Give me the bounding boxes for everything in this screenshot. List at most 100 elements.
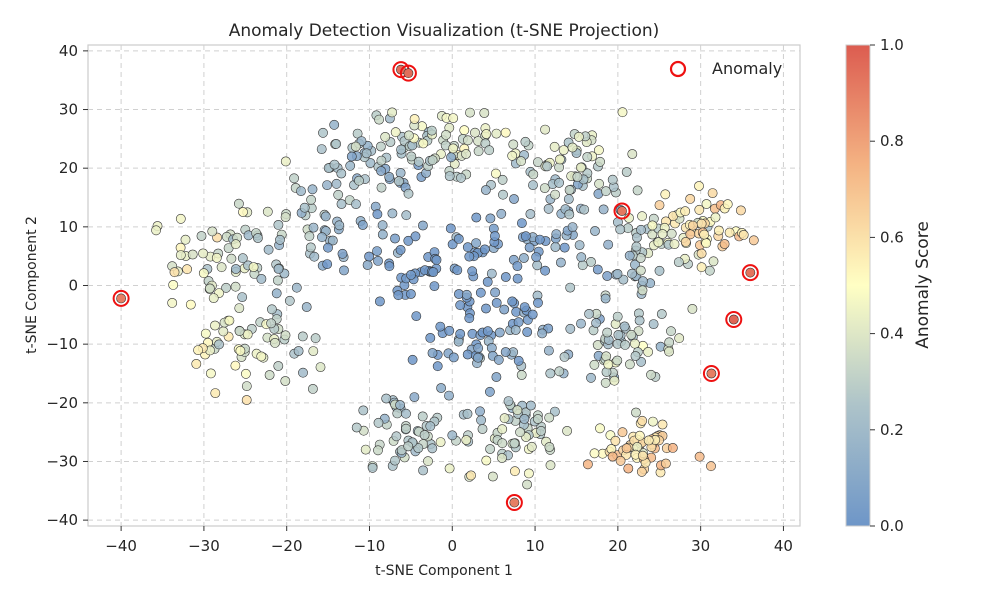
data-point — [696, 218, 707, 229]
data-point — [175, 250, 186, 260]
x-tick-label: −20 — [271, 537, 303, 555]
data-point — [654, 200, 665, 210]
data-point — [512, 405, 523, 416]
data-point — [237, 253, 248, 264]
data-point — [503, 396, 514, 406]
data-point — [687, 303, 698, 314]
data-point — [168, 279, 179, 290]
data-point — [444, 171, 455, 181]
data-point — [376, 166, 386, 176]
data-point — [151, 225, 161, 236]
data-point — [393, 176, 404, 187]
data-point — [637, 211, 647, 222]
data-point — [196, 231, 207, 241]
data-point — [572, 171, 583, 182]
anomaly-point — [745, 267, 756, 278]
anomaly-marker — [613, 202, 631, 220]
data-point — [372, 209, 383, 220]
x-tick-label: −10 — [354, 537, 386, 555]
data-point — [350, 141, 361, 152]
data-point — [461, 149, 471, 159]
data-point — [487, 471, 498, 482]
data-point — [631, 241, 642, 252]
data-point — [461, 289, 472, 300]
data-point — [374, 114, 384, 125]
data-point — [600, 293, 611, 304]
y-tick-label: −10 — [46, 335, 78, 353]
data-point — [459, 125, 470, 136]
data-point — [322, 180, 332, 190]
x-tick-label: 40 — [774, 537, 793, 555]
y-tick-label: 30 — [59, 101, 78, 119]
y-tick-label: −20 — [46, 394, 78, 412]
data-point — [248, 262, 259, 272]
data-point — [462, 242, 473, 253]
data-point — [699, 229, 710, 240]
legend: Anomaly — [669, 59, 782, 78]
data-point — [418, 138, 429, 149]
data-point — [477, 424, 488, 434]
x-tick-label: −40 — [105, 537, 137, 555]
data-point — [471, 238, 481, 248]
data-point — [317, 232, 327, 243]
data-point — [407, 354, 418, 365]
data-point — [393, 290, 404, 301]
data-point — [447, 430, 458, 441]
data-point — [595, 423, 605, 434]
data-point — [375, 141, 386, 152]
x-tick-label: 20 — [608, 537, 627, 555]
data-point — [401, 210, 412, 221]
data-point — [479, 108, 490, 118]
legend-anomaly-marker — [669, 60, 687, 78]
data-point — [301, 302, 312, 312]
data-point — [536, 425, 546, 436]
data-point — [485, 213, 496, 224]
data-point — [310, 333, 321, 344]
data-point — [531, 252, 542, 262]
anomaly-point — [509, 497, 520, 508]
data-point — [284, 295, 295, 306]
anomaly-marker — [112, 289, 130, 307]
data-point — [509, 438, 520, 449]
data-point — [526, 400, 536, 411]
data-point — [216, 262, 227, 273]
data-point — [519, 302, 530, 312]
data-point — [391, 431, 402, 442]
data-point — [234, 303, 245, 313]
data-point — [657, 419, 668, 430]
data-point — [230, 239, 241, 250]
data-point — [373, 445, 383, 456]
data-point — [405, 289, 416, 299]
data-point — [545, 460, 556, 471]
anomaly-point — [403, 68, 414, 79]
data-point — [660, 189, 671, 200]
data-point — [210, 320, 220, 331]
data-point — [403, 441, 414, 452]
colorbar-tick-label: 0.0 — [880, 517, 904, 535]
data-point — [498, 189, 508, 200]
data-point — [509, 194, 519, 204]
chart-title: Anomaly Detection Visualization (t-SNE P… — [229, 21, 660, 41]
data-point — [669, 239, 680, 249]
data-point — [252, 233, 263, 243]
data-point — [736, 205, 746, 216]
data-point — [298, 367, 308, 378]
data-point — [486, 268, 497, 279]
data-point — [586, 256, 596, 267]
data-point — [674, 333, 685, 344]
data-point — [634, 315, 645, 326]
data-point — [507, 296, 518, 307]
data-point — [567, 222, 578, 232]
data-point — [240, 368, 251, 379]
data-point — [230, 360, 241, 371]
data-point — [351, 199, 361, 209]
data-point — [643, 346, 653, 357]
data-point — [542, 161, 553, 172]
data-point — [431, 254, 442, 265]
data-point — [494, 327, 505, 338]
data-point — [673, 257, 684, 267]
data-point — [637, 285, 648, 296]
data-point — [607, 451, 618, 462]
data-point — [710, 212, 721, 223]
anomaly-marker — [741, 264, 759, 282]
